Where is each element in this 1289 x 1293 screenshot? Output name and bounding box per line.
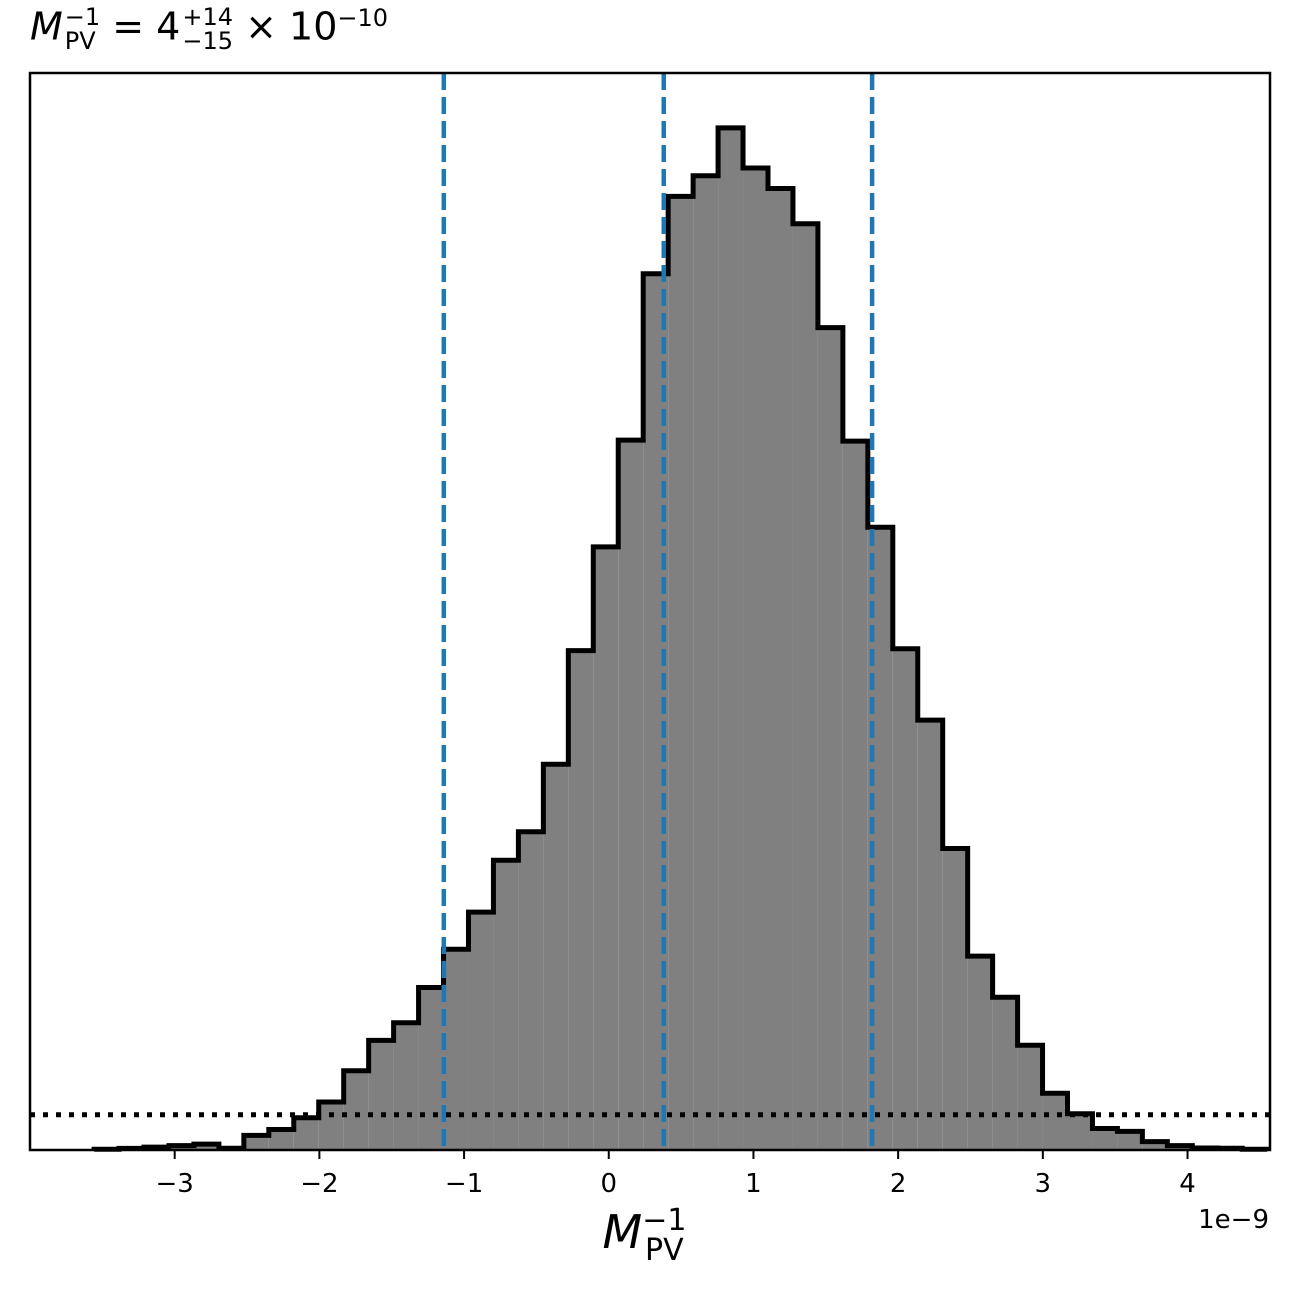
histogram-bar xyxy=(1042,1093,1068,1150)
histogram-bar xyxy=(693,175,719,1150)
histogram-bar xyxy=(992,997,1018,1150)
histogram-bar xyxy=(817,327,843,1151)
x-tick-label: 4 xyxy=(1179,1169,1196,1199)
x-axis-ticks: −3 −2 −1 0 1 2 3 4 xyxy=(156,1150,1196,1199)
title-superscript: −1 xyxy=(64,3,101,32)
histogram-bars xyxy=(94,127,1268,1151)
histogram-bar xyxy=(318,1102,344,1150)
histogram-bar xyxy=(1017,1045,1043,1150)
title-multiplier: × 10 xyxy=(233,4,338,49)
histogram-bar xyxy=(792,223,818,1150)
histogram-bar xyxy=(293,1117,319,1150)
histogram-bar xyxy=(368,1040,394,1150)
chart-title: M −1 PV = 4 +14 −15 × 10−10 xyxy=(30,4,388,60)
histogram-bar xyxy=(1142,1141,1168,1150)
histogram-bar xyxy=(243,1135,269,1150)
histogram-bar xyxy=(268,1129,294,1150)
histogram-bar xyxy=(443,949,469,1150)
x-tick-label: −1 xyxy=(445,1169,483,1199)
histogram-bar xyxy=(543,764,569,1150)
x-tick-label: 2 xyxy=(890,1169,907,1199)
histogram-bar xyxy=(942,848,968,1150)
histogram-bar xyxy=(343,1070,369,1150)
quantile-lines xyxy=(441,73,875,1150)
histogram-bar xyxy=(1117,1131,1143,1150)
histogram-bar xyxy=(917,720,943,1150)
histogram-bar xyxy=(1092,1128,1118,1150)
histogram-bar xyxy=(743,167,768,1151)
x-tick-label: 1 xyxy=(745,1169,762,1199)
histogram-bar xyxy=(493,860,519,1150)
histogram-bar xyxy=(718,127,744,1150)
histogram-bar xyxy=(593,546,619,1150)
histogram-bar xyxy=(668,196,694,1150)
x-tick-label: −2 xyxy=(300,1169,338,1199)
histogram-bar xyxy=(967,956,993,1150)
histogram-bar xyxy=(393,1022,419,1150)
histogram-bar xyxy=(767,188,793,1151)
histogram-bar xyxy=(1067,1113,1093,1150)
histogram-bar xyxy=(568,650,594,1150)
x-tick-label: 3 xyxy=(1035,1169,1052,1199)
histogram-bar xyxy=(618,440,644,1151)
title-lower-error: −15 xyxy=(182,27,234,56)
histogram-bar xyxy=(468,912,494,1150)
title-subscript: PV xyxy=(64,27,96,56)
histogram-bar xyxy=(518,831,544,1150)
x-tick-label: 0 xyxy=(600,1169,617,1199)
histogram-bar xyxy=(892,648,918,1150)
histogram-bar xyxy=(418,987,444,1150)
histogram-bar xyxy=(867,527,893,1150)
title-exponent: −10 xyxy=(337,4,389,32)
title-equals: = 4 xyxy=(100,4,181,49)
x-axis-offset-text: 1e−9 xyxy=(1198,1205,1269,1235)
title-symbol: M xyxy=(30,4,63,49)
histogram-bar xyxy=(193,1144,219,1150)
title-upper-error: +14 xyxy=(182,3,234,32)
x-tick-label: −3 xyxy=(156,1169,194,1199)
histogram-bar xyxy=(842,441,868,1150)
plot-frame xyxy=(28,71,1272,1152)
